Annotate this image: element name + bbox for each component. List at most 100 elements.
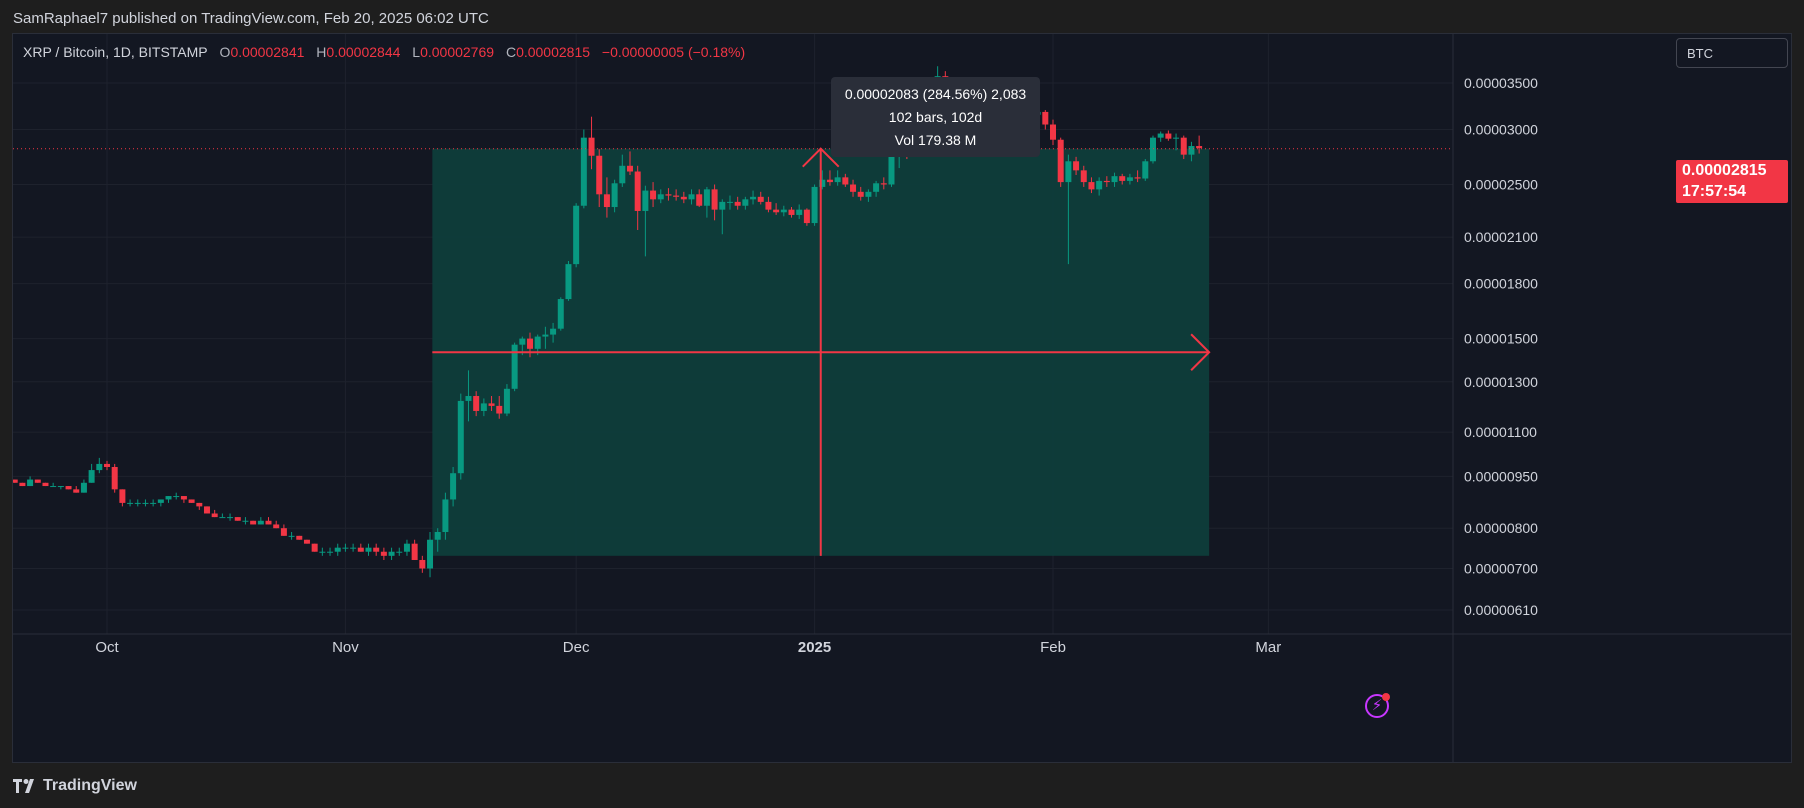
candle-body (34, 479, 41, 483)
candle-body (880, 183, 887, 185)
candle-body (480, 403, 487, 411)
candle-body (50, 486, 57, 488)
candle-body (850, 184, 857, 192)
candle-body (80, 482, 87, 493)
candle-body (688, 194, 695, 200)
y-tick-label: 0.00000610 (1464, 602, 1538, 618)
x-tick-label: Mar (1255, 639, 1281, 656)
candle-body (780, 209, 787, 213)
candle-body (696, 194, 703, 206)
candle-body (503, 388, 510, 414)
candle-body (365, 547, 372, 552)
x-tick-label: Dec (563, 639, 590, 656)
candle-body (311, 543, 318, 552)
candle-body (803, 209, 810, 224)
candle-body (703, 189, 710, 206)
candle-body (303, 539, 310, 544)
price-chart[interactable]: 0.00003500 0.00003000 0.00002500 0.00002100… (13, 34, 1792, 763)
measure-tooltip: 0.00002083 (284.56%) 2,083 102 bars, 102… (831, 77, 1040, 157)
x-tick-label: 2025 (798, 639, 831, 656)
candle-body (104, 463, 110, 467)
candle-body (273, 524, 280, 529)
candle-body (342, 547, 349, 549)
candle-body (580, 137, 587, 206)
candle-body (1111, 176, 1118, 183)
candle-body (888, 155, 895, 185)
candle-body (588, 137, 595, 156)
close-value: 0.00002815 (516, 44, 591, 60)
symbol-legend: XRP / Bitcoin, 1D, BITSTAMP O0.00002841 … (23, 44, 753, 60)
candle-body (596, 155, 603, 195)
candle-body (1080, 170, 1087, 183)
candle-body (203, 506, 210, 514)
candle-body (811, 186, 818, 224)
change-value: −0.00000005 (−0.18%) (601, 44, 746, 60)
candle-body (488, 403, 495, 406)
y-tick-label: 0.00001100 (1464, 424, 1537, 440)
candle-body (434, 532, 441, 540)
candle-body (403, 543, 410, 552)
candle-body (1057, 139, 1064, 183)
candle-body (534, 336, 541, 349)
y-tick-label: 0.00003000 (1464, 121, 1538, 137)
candle-body (873, 183, 880, 192)
candle-body (1088, 182, 1095, 190)
y-tick-label: 0.00001800 (1464, 276, 1538, 292)
currency-selector[interactable]: BTC (1676, 38, 1788, 68)
candle-body (357, 547, 364, 552)
axes: 0.00003500 0.00003000 0.00002500 0.00002100… (13, 34, 1791, 762)
candle-body (1103, 180, 1110, 183)
candle-body (319, 551, 326, 553)
candle-body (527, 338, 534, 349)
candle-body (473, 396, 480, 411)
candle-body (673, 195, 680, 197)
candle-body (557, 299, 564, 329)
candle-body (465, 396, 472, 401)
candle-body (350, 547, 357, 549)
candle-body (1165, 133, 1172, 139)
candle-body (442, 499, 449, 533)
candle-body (611, 183, 618, 208)
publish-info: SamRaphael7 published on TradingView.com… (13, 10, 489, 27)
bolt-icon[interactable]: ⚡ (1365, 693, 1390, 718)
candle-body (842, 177, 849, 185)
candle-body (227, 517, 234, 519)
candle-body (111, 466, 118, 490)
tradingview-logo[interactable]: TradingView (13, 776, 137, 796)
y-tick-label: 0.00000950 (1464, 468, 1538, 484)
high-label: H (316, 44, 327, 60)
candle-body (642, 190, 649, 211)
candle-body (73, 489, 80, 493)
candle-body (826, 179, 833, 183)
candle-body (734, 201, 741, 206)
candle-body (603, 194, 610, 208)
y-tick-label: 0.00001300 (1464, 374, 1538, 390)
chart-panel[interactable]: 0.00003500 0.00003000 0.00002500 0.00002100… (12, 33, 1792, 763)
candle-body (250, 520, 257, 525)
candle-body (334, 547, 341, 552)
candle-body (280, 528, 287, 536)
candle-body (519, 338, 526, 345)
candle-body (288, 535, 295, 537)
candle-body (242, 520, 249, 522)
candle-body (657, 194, 664, 200)
overlays (13, 147, 1453, 556)
candle-body (157, 499, 164, 503)
candle-body (296, 535, 303, 540)
candle-body (650, 190, 657, 200)
x-tick-label: Feb (1040, 639, 1066, 656)
candle-body (165, 496, 172, 500)
candle-body (1188, 146, 1195, 155)
candle-body (173, 496, 180, 498)
candle-body (1065, 161, 1072, 183)
candle-body (257, 520, 264, 525)
y-tick-label: 0.00003500 (1464, 75, 1538, 91)
candle-body (1050, 124, 1056, 140)
symbol-name[interactable]: XRP / Bitcoin, 1D, BITSTAMP (23, 44, 208, 60)
candle-body (1180, 137, 1187, 155)
candle-body (127, 502, 134, 504)
candle-body (819, 179, 826, 187)
candle-body (1196, 146, 1203, 149)
candle-body (188, 499, 195, 503)
candle-body (211, 513, 218, 518)
